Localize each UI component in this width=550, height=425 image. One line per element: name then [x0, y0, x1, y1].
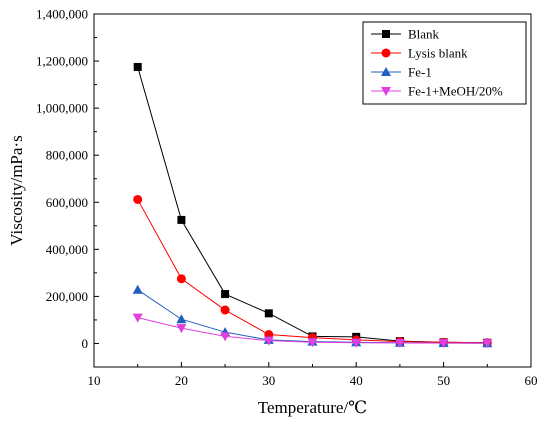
y-tick-label: 1,200,000: [36, 54, 88, 69]
data-point: [220, 332, 231, 342]
y-tick-label: 1,400,000: [36, 7, 88, 22]
series-line: [137, 66, 488, 344]
legend-marker: [381, 87, 391, 96]
legend: Blank Lysis blank Fe-1 Fe-1+MeOH/20%: [362, 21, 527, 105]
y-axis-label: Viscosity/mPa·s: [7, 135, 26, 245]
legend-box: [362, 21, 527, 105]
y-tick-label: 1,000,000: [36, 101, 88, 116]
x-tick-label: 60: [525, 373, 538, 388]
y-tick-label: 0: [82, 336, 89, 351]
x-tick-label: 40: [350, 373, 363, 388]
axis-ticks: 10 20 30 40 50 60 0 200,000 400,000 600,000 800,00…: [36, 7, 538, 389]
data-point: [133, 62, 142, 71]
legend-label: Lysis blank: [408, 46, 468, 61]
data-point: [176, 314, 187, 324]
data-point: [307, 338, 318, 348]
x-tick-label: 50: [437, 373, 450, 388]
plot-frame: [93, 13, 532, 368]
data-point: [351, 338, 362, 348]
data-point: [132, 284, 143, 294]
y-tick-label: 600,000: [46, 195, 88, 210]
y-tick-label: 400,000: [46, 242, 88, 257]
legend-label: Fe-1: [408, 65, 432, 80]
data-point: [482, 339, 493, 349]
x-tick-label: 20: [175, 373, 188, 388]
data-point: [394, 338, 405, 348]
data-point: [263, 336, 274, 346]
data-point: [132, 313, 143, 323]
data-point: [176, 324, 187, 334]
data-point: [177, 215, 186, 224]
legend-label: Blank: [408, 27, 440, 42]
x-tick-label: 10: [88, 373, 101, 388]
data-point: [264, 309, 273, 318]
series-line: [137, 199, 488, 344]
legend-marker: [381, 48, 391, 58]
x-tick-label: 30: [262, 373, 275, 388]
y-tick-label: 200,000: [46, 289, 88, 304]
legend-marker: [382, 30, 390, 38]
data-point: [176, 274, 186, 284]
legend-label: Fe-1+MeOH/20%: [408, 84, 503, 99]
series-0: [133, 62, 492, 347]
y-tick-label: 800,000: [46, 148, 88, 163]
data-point: [133, 194, 143, 204]
series-2: [132, 284, 493, 348]
data-point: [220, 305, 230, 315]
data-point: [221, 290, 230, 299]
data-point: [438, 339, 449, 349]
series-1: [133, 194, 492, 348]
x-axis-label: Temperature/℃: [258, 398, 367, 417]
legend-marker: [381, 67, 391, 76]
series-3: [132, 313, 493, 349]
data-series: [132, 62, 493, 349]
